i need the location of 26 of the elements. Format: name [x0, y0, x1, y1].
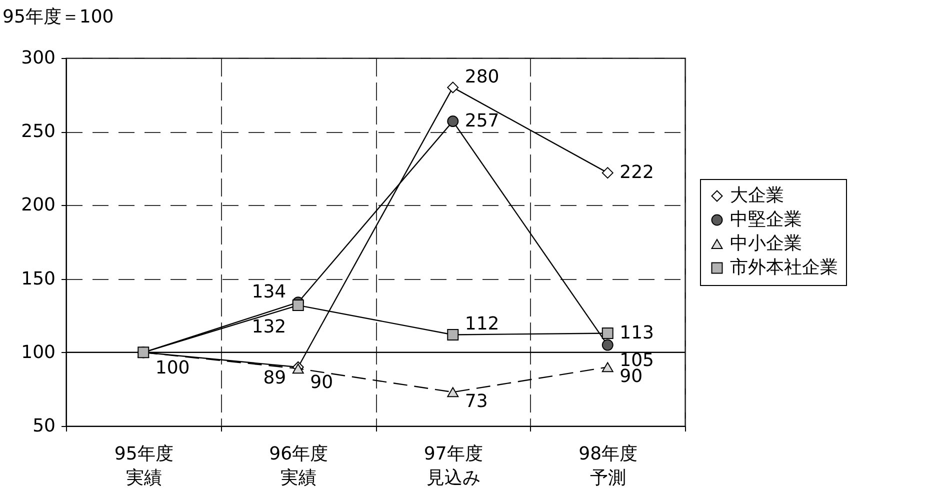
data-label: 100 — [155, 357, 190, 378]
y-tick-label: 250 — [21, 121, 56, 142]
y-tick-label: 200 — [21, 194, 56, 216]
data-label: 113 — [620, 322, 654, 344]
data-label: 112 — [464, 314, 500, 335]
legend-label: 市外本社企業 — [730, 257, 838, 278]
data-label: 132 — [252, 316, 286, 338]
legend-label: 中堅企業 — [730, 209, 802, 230]
y-tick-label: 150 — [21, 268, 56, 290]
legend-label: 大企業 — [730, 185, 784, 206]
x-tick-label: 98年度予測 — [578, 444, 638, 488]
y-axis-title: 95年度＝100 — [2, 6, 114, 28]
x-tick-label: 95年度実績 — [114, 444, 174, 488]
legend-label: 中小企業 — [730, 233, 802, 254]
data-label: 73 — [464, 391, 488, 412]
data-label: 89 — [263, 368, 286, 389]
y-tick-label: 100 — [21, 342, 56, 363]
data-label: 257 — [464, 110, 500, 132]
data-label: 134 — [252, 281, 286, 302]
data-label: 280 — [464, 66, 500, 88]
data-label: 90 — [310, 372, 334, 394]
x-tick-label: 96年度実績 — [269, 444, 328, 488]
data-label: 222 — [620, 162, 654, 183]
x-tick-label: 97年度見込み — [424, 444, 483, 488]
y-tick-label: 300 — [21, 48, 56, 68]
y-tick-label: 50 — [32, 416, 56, 436]
